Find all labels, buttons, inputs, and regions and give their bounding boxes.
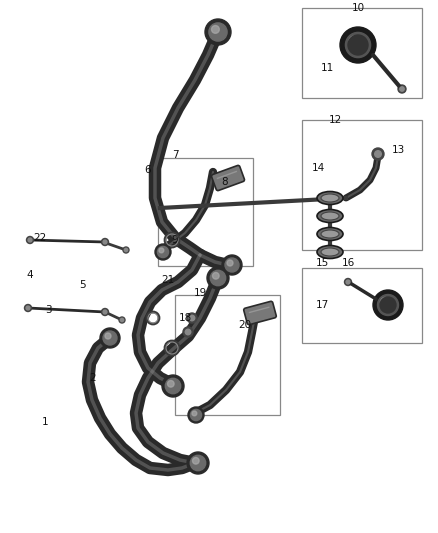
Circle shape	[378, 295, 399, 316]
Circle shape	[340, 27, 376, 63]
Circle shape	[162, 375, 184, 397]
Ellipse shape	[321, 230, 339, 238]
Text: 5: 5	[79, 280, 85, 290]
Circle shape	[372, 148, 384, 160]
Circle shape	[120, 318, 124, 321]
Circle shape	[28, 238, 32, 242]
Circle shape	[190, 455, 206, 471]
Circle shape	[103, 310, 107, 314]
Circle shape	[124, 248, 127, 252]
Circle shape	[373, 290, 403, 320]
Ellipse shape	[321, 194, 339, 202]
Circle shape	[157, 246, 169, 257]
Circle shape	[188, 407, 204, 423]
Text: 15: 15	[315, 258, 328, 268]
Bar	[158, 158, 253, 266]
Circle shape	[380, 297, 396, 313]
Text: 20: 20	[238, 320, 251, 330]
Circle shape	[159, 248, 164, 253]
Text: 17: 17	[315, 300, 328, 310]
Circle shape	[381, 297, 389, 306]
Ellipse shape	[317, 246, 343, 259]
Circle shape	[119, 317, 125, 323]
Circle shape	[26, 306, 30, 310]
Ellipse shape	[321, 212, 339, 220]
Circle shape	[102, 238, 109, 246]
Ellipse shape	[321, 248, 339, 256]
Circle shape	[346, 280, 350, 284]
Circle shape	[189, 315, 195, 321]
Circle shape	[400, 87, 404, 91]
Circle shape	[349, 36, 360, 47]
Circle shape	[207, 267, 229, 289]
Text: 12: 12	[328, 115, 342, 125]
Circle shape	[191, 409, 201, 421]
FancyBboxPatch shape	[212, 165, 244, 191]
Circle shape	[155, 244, 171, 260]
Ellipse shape	[317, 191, 343, 205]
Text: 7: 7	[172, 150, 178, 160]
Text: 18: 18	[178, 313, 192, 323]
Text: 10: 10	[351, 3, 364, 13]
Circle shape	[346, 33, 371, 58]
Circle shape	[183, 327, 193, 337]
Text: 11: 11	[320, 63, 334, 73]
Circle shape	[165, 378, 181, 394]
Bar	[302, 8, 422, 98]
Circle shape	[398, 85, 406, 93]
Circle shape	[102, 309, 109, 316]
Circle shape	[192, 411, 197, 416]
Circle shape	[210, 270, 226, 286]
Circle shape	[345, 279, 352, 286]
Circle shape	[103, 331, 117, 345]
Text: 14: 14	[311, 163, 325, 173]
Circle shape	[167, 381, 174, 387]
Text: 21: 21	[161, 275, 175, 285]
Text: 3: 3	[45, 305, 51, 315]
Circle shape	[225, 258, 239, 272]
Bar	[302, 268, 422, 343]
Circle shape	[25, 304, 32, 311]
Text: 22: 22	[33, 233, 46, 243]
Text: 8: 8	[222, 177, 228, 187]
Circle shape	[100, 328, 120, 348]
Ellipse shape	[317, 228, 343, 240]
Circle shape	[105, 333, 111, 339]
Circle shape	[187, 452, 209, 474]
Circle shape	[209, 23, 227, 41]
Ellipse shape	[317, 209, 343, 222]
Circle shape	[348, 35, 368, 55]
Circle shape	[103, 240, 107, 244]
Text: 16: 16	[341, 258, 355, 268]
FancyBboxPatch shape	[244, 301, 276, 325]
Text: 9: 9	[172, 235, 178, 245]
Text: 6: 6	[145, 165, 151, 175]
Circle shape	[374, 151, 381, 157]
Circle shape	[212, 272, 219, 279]
Text: 2: 2	[90, 373, 96, 383]
Circle shape	[222, 255, 242, 275]
Circle shape	[187, 313, 197, 323]
Text: 19: 19	[193, 288, 207, 298]
Bar	[302, 120, 422, 250]
Circle shape	[192, 457, 199, 464]
Text: 13: 13	[392, 145, 405, 155]
Circle shape	[205, 19, 231, 45]
Bar	[175, 295, 280, 415]
Text: 1: 1	[42, 417, 48, 427]
Circle shape	[27, 237, 33, 244]
Circle shape	[185, 329, 191, 335]
Text: 4: 4	[27, 270, 33, 280]
Circle shape	[212, 26, 219, 33]
Circle shape	[227, 260, 233, 266]
Circle shape	[123, 247, 129, 253]
